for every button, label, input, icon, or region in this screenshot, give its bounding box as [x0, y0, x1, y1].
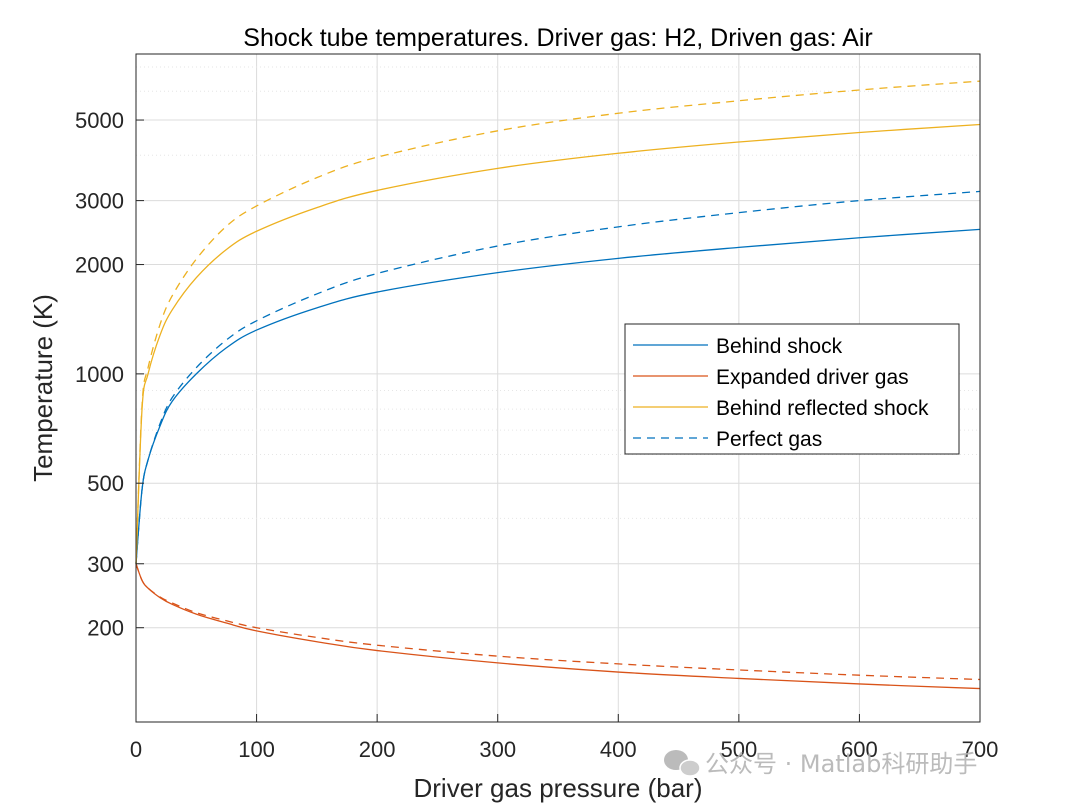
x-tick-label: 400 [600, 737, 637, 762]
y-tick-label: 200 [87, 616, 124, 641]
x-tick-label: 500 [720, 737, 757, 762]
legend-box [624, 323, 960, 455]
y-tick-label: 5000 [75, 108, 124, 133]
legend-label-behind-shock: Behind shock [716, 335, 843, 358]
x-tick-label: 200 [359, 737, 396, 762]
y-tick-label: 2000 [75, 253, 124, 278]
y-tick-label: 500 [87, 471, 124, 496]
watermark: 公众号 · Matlab科研助手 [664, 750, 977, 778]
x-tick-label: 700 [962, 737, 999, 762]
legend-label-behind-reflected-shock: Behind reflected shock [716, 397, 929, 420]
wechat-icon [664, 750, 701, 777]
y-tick-label: 1000 [75, 362, 124, 387]
x-tick-label: 600 [841, 737, 878, 762]
series-line-2 [135, 563, 981, 690]
y-tick-label: 3000 [75, 189, 124, 214]
series-line-1 [135, 190, 981, 564]
series-line-4 [135, 123, 981, 564]
x-tick-label: 300 [479, 737, 516, 762]
watermark-text: 公众号 · Matlab科研助手 [705, 750, 977, 778]
plot-frame [135, 53, 981, 723]
legend-label-perfect-gas: Perfect gas [716, 428, 822, 451]
x-axis-label: Driver gas pressure (bar) [414, 773, 703, 803]
series-group [135, 80, 981, 690]
x-tick-label: 0 [130, 737, 142, 762]
x-tick-label: 100 [238, 737, 275, 762]
legend-label-expanded-driver-gas: Expanded driver gas [716, 366, 909, 389]
y-axis-label: Temperature (K) [28, 294, 58, 482]
chart-title: Shock tube temperatures. Driver gas: H2,… [243, 24, 872, 52]
series-line-3 [135, 563, 981, 681]
tick-labels: 0 100 200 300 400 500 600 700 200 300 500 1000 2000 3… [75, 108, 998, 762]
y-tick-label: 300 [87, 552, 124, 577]
legend: Behind shock Expanded driver gas Behind … [624, 323, 960, 455]
